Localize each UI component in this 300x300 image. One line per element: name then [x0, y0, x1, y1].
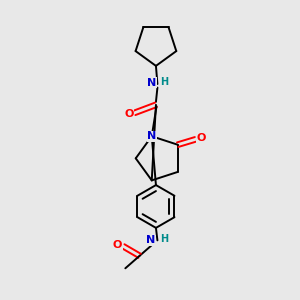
Text: N: N: [146, 236, 155, 245]
Text: O: O: [112, 239, 122, 250]
Text: O: O: [124, 109, 134, 119]
Text: O: O: [197, 134, 206, 143]
Text: H: H: [160, 77, 168, 87]
Text: N: N: [147, 78, 156, 88]
Text: N: N: [147, 131, 156, 141]
Text: H: H: [160, 234, 168, 244]
